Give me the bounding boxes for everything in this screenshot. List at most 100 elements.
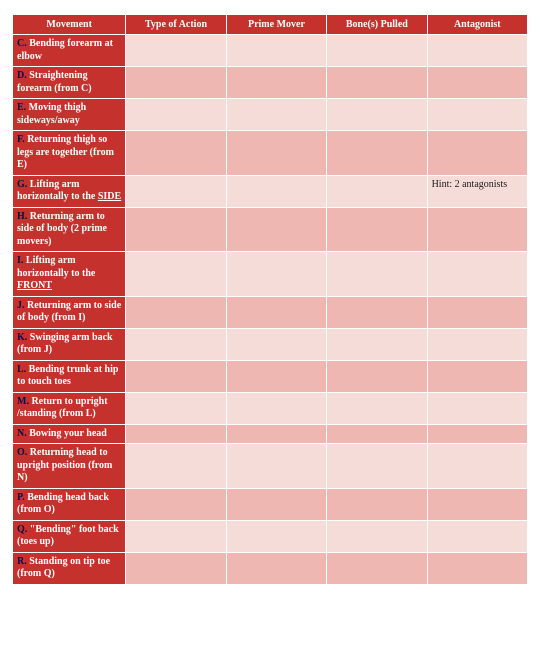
table-row: P. Bending head back (from O)	[13, 488, 528, 520]
prime-mover-cell	[226, 207, 326, 252]
movement-letter: D.	[17, 70, 27, 81]
prime-mover-cell	[226, 175, 326, 207]
table-row: F. Returning thigh so legs are together …	[13, 131, 528, 176]
antagonist-cell: Hint: 2 antagonists	[427, 175, 527, 207]
movement-letter: Q.	[17, 524, 27, 535]
movement-letter: G.	[17, 179, 27, 190]
movement-text: Standing on tip toe (from Q)	[17, 556, 110, 580]
bones-cell	[327, 552, 427, 584]
movement-cell: C. Bending forearm at elbow	[13, 35, 126, 67]
type-cell	[126, 207, 226, 252]
bones-cell	[327, 488, 427, 520]
movement-cell: R. Standing on tip toe (from Q)	[13, 552, 126, 584]
col-bones-pulled: Bone(s) Pulled	[327, 15, 427, 35]
table-row: M. Return to upright /standing (from L)	[13, 392, 528, 424]
movement-letter: F.	[17, 134, 25, 145]
antagonist-cell	[427, 392, 527, 424]
prime-mover-cell	[226, 444, 326, 489]
prime-mover-cell	[226, 328, 326, 360]
movement-underline: SIDE	[98, 191, 121, 202]
movement-text: Moving thigh sideways/away	[17, 102, 86, 126]
prime-mover-cell	[226, 131, 326, 176]
movement-cell: E. Moving thigh sideways/away	[13, 99, 126, 131]
table-row: L. Bending trunk at hip to touch toes	[13, 360, 528, 392]
antagonist-cell	[427, 424, 527, 444]
movement-cell: D. Straightening forearm (from C)	[13, 67, 126, 99]
prime-mover-cell	[226, 552, 326, 584]
movement-cell: I. Lifting arm horizontally to the FRONT	[13, 252, 126, 297]
type-cell	[126, 99, 226, 131]
movement-letter: O.	[17, 447, 27, 458]
antagonist-cell	[427, 444, 527, 489]
movement-letter: N.	[17, 428, 27, 439]
bones-cell	[327, 520, 427, 552]
bones-cell	[327, 296, 427, 328]
type-cell	[126, 252, 226, 297]
prime-mover-cell	[226, 67, 326, 99]
bones-cell	[327, 99, 427, 131]
movement-cell: H. Returning arm to side of body (2 prim…	[13, 207, 126, 252]
movement-text: Straightening forearm (from C)	[17, 70, 92, 94]
prime-mover-cell	[226, 35, 326, 67]
prime-mover-cell	[226, 424, 326, 444]
movement-text: Lifting arm horizontally to the	[17, 179, 98, 203]
movement-letter: R.	[17, 556, 27, 567]
bones-cell	[327, 444, 427, 489]
movement-underline: FRONT	[17, 280, 52, 291]
movement-cell: F. Returning thigh so legs are together …	[13, 131, 126, 176]
prime-mover-cell	[226, 252, 326, 297]
movement-letter: L.	[17, 364, 26, 375]
movement-text: "Bending" foot back (toes up)	[17, 524, 119, 548]
table-row: H. Returning arm to side of body (2 prim…	[13, 207, 528, 252]
table-row: J. Returning arm to side of body (from I…	[13, 296, 528, 328]
movement-table: Movement Type of Action Prime Mover Bone…	[12, 14, 528, 585]
prime-mover-cell	[226, 488, 326, 520]
type-cell	[126, 488, 226, 520]
table-row: R. Standing on tip toe (from Q)	[13, 552, 528, 584]
prime-mover-cell	[226, 360, 326, 392]
movement-text: Bending trunk at hip to touch toes	[17, 364, 118, 388]
antagonist-cell	[427, 296, 527, 328]
col-type-of-action: Type of Action	[126, 15, 226, 35]
antagonist-cell	[427, 552, 527, 584]
movement-text: Lifting arm horizontally to the	[17, 255, 95, 279]
bones-cell	[327, 252, 427, 297]
movement-text: Returning arm to side of body (from I)	[17, 300, 121, 324]
type-cell	[126, 520, 226, 552]
movement-cell: N. Bowing your head	[13, 424, 126, 444]
table-row: C. Bending forearm at elbow	[13, 35, 528, 67]
antagonist-cell	[427, 35, 527, 67]
movement-letter: H.	[17, 211, 27, 222]
col-prime-mover: Prime Mover	[226, 15, 326, 35]
header-row: Movement Type of Action Prime Mover Bone…	[13, 15, 528, 35]
movement-letter: E.	[17, 102, 26, 113]
bones-cell	[327, 207, 427, 252]
movement-letter: J.	[17, 300, 25, 311]
type-cell	[126, 175, 226, 207]
antagonist-cell	[427, 252, 527, 297]
movement-letter: P.	[17, 492, 25, 503]
type-cell	[126, 360, 226, 392]
movement-text: Bowing your head	[27, 428, 107, 439]
table-row: N. Bowing your head	[13, 424, 528, 444]
antagonist-cell	[427, 488, 527, 520]
type-cell	[126, 328, 226, 360]
bones-cell	[327, 360, 427, 392]
antagonist-cell	[427, 67, 527, 99]
table-row: Q. "Bending" foot back (toes up)	[13, 520, 528, 552]
movement-text: Swinging arm back (from J)	[17, 332, 113, 356]
type-cell	[126, 296, 226, 328]
bones-cell	[327, 175, 427, 207]
type-cell	[126, 444, 226, 489]
movement-text: Returning arm to side of body (2 prime m…	[17, 211, 107, 247]
prime-mover-cell	[226, 520, 326, 552]
col-movement: Movement	[13, 15, 126, 35]
movement-cell: O. Returning head to upright position (f…	[13, 444, 126, 489]
table-row: E. Moving thigh sideways/away	[13, 99, 528, 131]
antagonist-cell	[427, 99, 527, 131]
movement-cell: Q. "Bending" foot back (toes up)	[13, 520, 126, 552]
bones-cell	[327, 424, 427, 444]
bones-cell	[327, 328, 427, 360]
table-row: I. Lifting arm horizontally to the FRONT	[13, 252, 528, 297]
bones-cell	[327, 35, 427, 67]
